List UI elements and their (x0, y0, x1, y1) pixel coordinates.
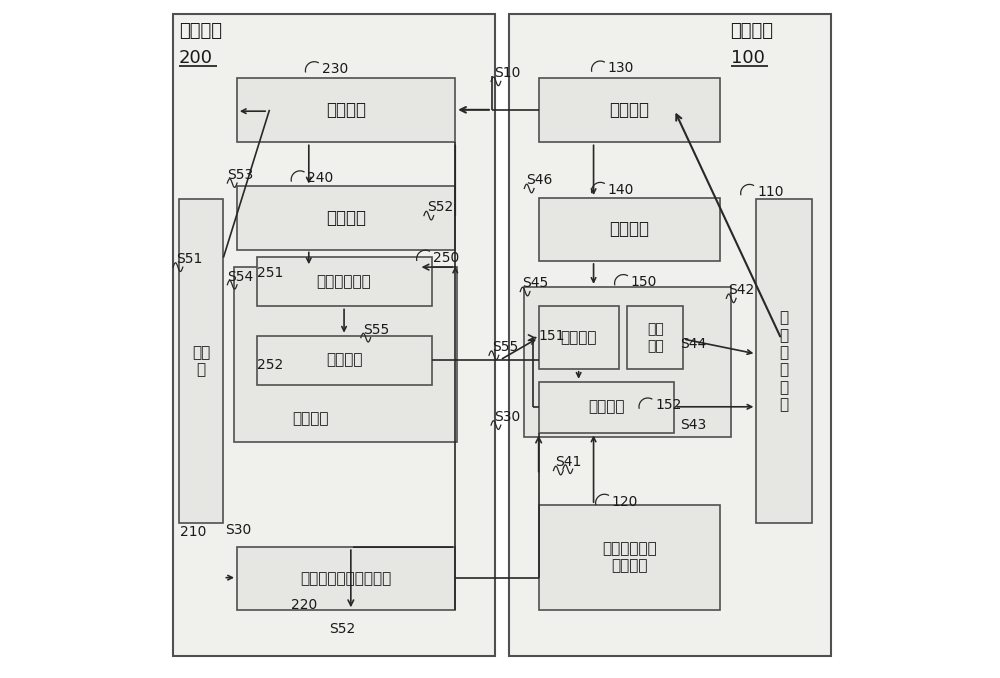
Bar (237, 78, 455, 142)
Bar (257, 336, 432, 385)
Text: 110: 110 (757, 185, 783, 199)
Text: 250: 250 (433, 251, 459, 264)
Text: 230: 230 (322, 62, 348, 76)
Text: 更新单元: 更新单元 (326, 209, 366, 226)
Text: S44: S44 (680, 338, 707, 351)
Text: 251: 251 (257, 266, 284, 279)
Bar (237, 186, 455, 250)
Text: 第一显示信息
获取单元: 第一显示信息 获取单元 (602, 541, 657, 574)
Text: S55: S55 (363, 323, 389, 336)
Text: S53: S53 (227, 168, 253, 182)
Text: S42: S42 (728, 283, 755, 296)
Bar (539, 198, 720, 261)
Bar (509, 14, 831, 656)
Bar (179, 199, 223, 523)
Text: 指令单元: 指令单元 (609, 101, 649, 119)
Bar (539, 78, 720, 142)
Text: 150: 150 (631, 275, 657, 289)
Text: S41: S41 (556, 456, 582, 469)
Bar (539, 505, 720, 610)
Text: 100: 100 (731, 49, 764, 66)
Text: S52: S52 (329, 622, 355, 635)
Bar (539, 382, 674, 433)
Text: 200: 200 (179, 49, 213, 66)
Text: 120: 120 (612, 495, 638, 508)
Text: 220: 220 (291, 598, 317, 612)
Bar (524, 287, 731, 437)
Text: 转换单元: 转换单元 (588, 399, 625, 414)
Text: 加载单元: 加载单元 (560, 330, 597, 345)
Bar (237, 547, 455, 610)
Text: 140: 140 (608, 183, 634, 197)
Text: 重绘
单元: 重绘 单元 (647, 323, 664, 353)
Text: 151: 151 (539, 329, 565, 342)
Text: S45: S45 (522, 277, 548, 290)
Text: S55: S55 (492, 340, 518, 354)
Text: S30: S30 (494, 410, 520, 424)
Text: 130: 130 (608, 62, 634, 75)
Bar (627, 306, 683, 369)
Text: S51: S51 (176, 252, 202, 266)
Text: 存储单元: 存储单元 (609, 220, 649, 238)
Bar (234, 267, 457, 442)
Text: 第二显示信息获取单元: 第二显示信息获取单元 (300, 571, 392, 586)
Text: 显示
屏: 显示 屏 (192, 345, 210, 378)
Text: 遥控装置: 遥控装置 (731, 22, 774, 39)
Text: 控制单元: 控制单元 (326, 101, 366, 119)
Text: 252: 252 (257, 358, 284, 372)
Text: 电子装置: 电子装置 (179, 22, 222, 39)
Text: S10: S10 (494, 66, 520, 79)
Text: 240: 240 (307, 172, 334, 185)
Text: 通知单元: 通知单元 (326, 353, 362, 367)
Text: S30: S30 (225, 523, 252, 537)
Bar (257, 257, 432, 306)
Text: 控件过滤单元: 控件过滤单元 (317, 274, 371, 289)
Text: 152: 152 (655, 399, 682, 412)
Bar (173, 14, 495, 656)
Text: S54: S54 (227, 270, 253, 283)
Text: 210: 210 (180, 525, 206, 539)
Text: S46: S46 (526, 174, 552, 187)
Text: S43: S43 (680, 418, 707, 432)
Text: 过滤单元: 过滤单元 (292, 412, 328, 426)
Bar (539, 306, 619, 369)
Text: S52: S52 (427, 200, 453, 214)
Bar (756, 199, 812, 523)
Text: 第
一
显
示
单
元: 第 一 显 示 单 元 (780, 311, 789, 412)
